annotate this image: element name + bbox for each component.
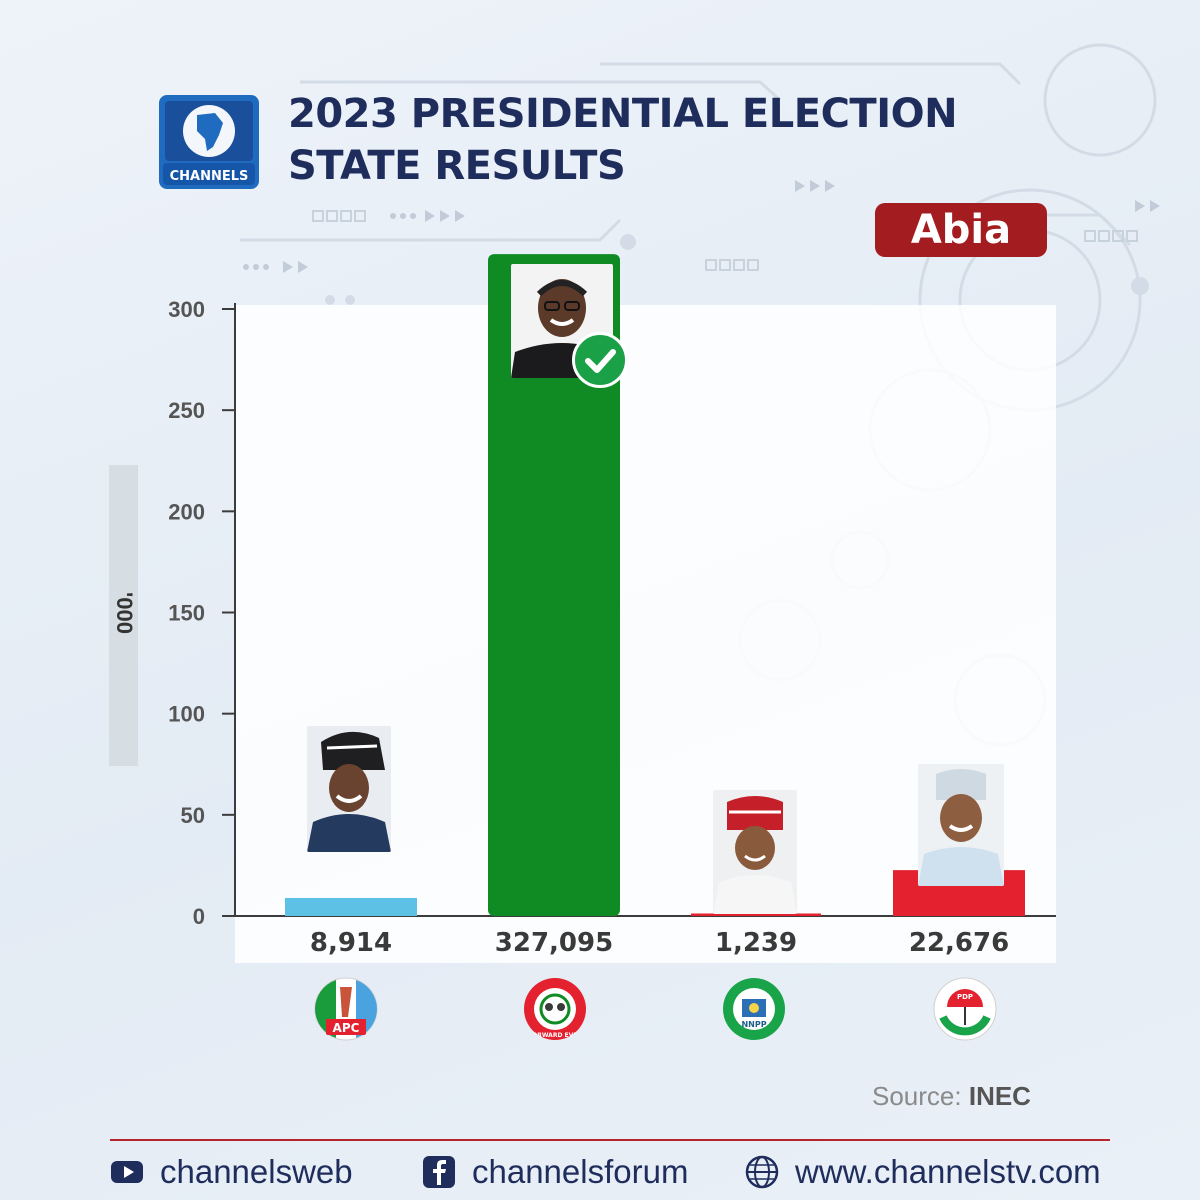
party-logo-nnpp: NNPP: [722, 977, 786, 1041]
apc-logo-text: APC: [333, 1021, 360, 1035]
candidate-photo-nnpp: [713, 790, 797, 914]
y-tick-label: 150: [168, 601, 205, 626]
source-value: INEC: [968, 1081, 1031, 1111]
apc-logo-icon: APC: [314, 977, 378, 1041]
nnpp-logo-icon: NNPP: [723, 978, 785, 1040]
bar-lp: [488, 254, 620, 916]
globe-icon: [745, 1155, 779, 1189]
page-title: 2023 PRESIDENTIAL ELECTION STATE RESULTS: [288, 88, 958, 192]
y-axis-unit-bar: [109, 465, 138, 766]
state-badge: Abia: [875, 203, 1047, 257]
y-tick-label: 100: [168, 702, 205, 727]
party-logo-apc: APC: [314, 977, 378, 1041]
y-tick-label: 0: [193, 904, 205, 929]
bar-nnpp: [691, 913, 821, 916]
candidate-nnpp-icon: [713, 790, 797, 914]
candidate-photo-apc: [307, 726, 391, 852]
value-label-lp: 327,095: [495, 928, 613, 958]
value-label-nnpp: 1,239: [715, 928, 797, 958]
candidate-photo-pdp: [918, 764, 1004, 886]
footer-website-url: www.channelstv.com: [795, 1153, 1101, 1190]
value-label-apc: 8,914: [310, 928, 392, 958]
footer-youtube-handle: channelsweb: [160, 1153, 353, 1190]
value-label-pdp: 22,676: [909, 928, 1009, 958]
lp-logo-text: FORWARD EVER: [528, 1032, 582, 1039]
title-line-2: STATE RESULTS: [288, 143, 626, 189]
pdp-logo-icon: PDP: [933, 977, 997, 1041]
facebook-icon: [423, 1156, 455, 1188]
y-tick-label: 200: [168, 499, 205, 524]
y-tick-label: 50: [181, 803, 205, 828]
channels-logo-text: CHANNELS: [170, 169, 249, 184]
footer-facebook[interactable]: channelsforum: [422, 1152, 688, 1192]
footer-website[interactable]: www.channelstv.com: [745, 1152, 1101, 1192]
youtube-icon: [111, 1161, 143, 1183]
channels-logo-icon: CHANNELS: [159, 95, 259, 189]
candidate-pdp-icon: [918, 764, 1004, 886]
pdp-logo-text: PDP: [957, 993, 973, 1001]
title-line-1: 2023 PRESIDENTIAL ELECTION: [288, 91, 958, 137]
channels-logo: CHANNELS: [157, 93, 261, 191]
footer-facebook-handle: channelsforum: [472, 1153, 689, 1190]
party-logo-pdp: PDP: [933, 977, 997, 1041]
y-tick-label: 300: [168, 297, 205, 322]
y-tick-label: 250: [168, 398, 205, 423]
nnpp-logo-text: NNPP: [741, 1020, 766, 1029]
footer-youtube[interactable]: channelsweb: [110, 1152, 353, 1192]
source-note: Source: INEC: [872, 1081, 1031, 1112]
bar-apc: [285, 897, 417, 916]
source-label: Source:: [872, 1081, 962, 1111]
candidate-apc-icon: [307, 726, 391, 852]
winner-check-icon: [572, 332, 628, 388]
lp-logo-icon: FORWARD EVER: [524, 978, 586, 1040]
footer-divider: [110, 1139, 1110, 1141]
party-logo-lp: FORWARD EVER: [523, 977, 587, 1041]
